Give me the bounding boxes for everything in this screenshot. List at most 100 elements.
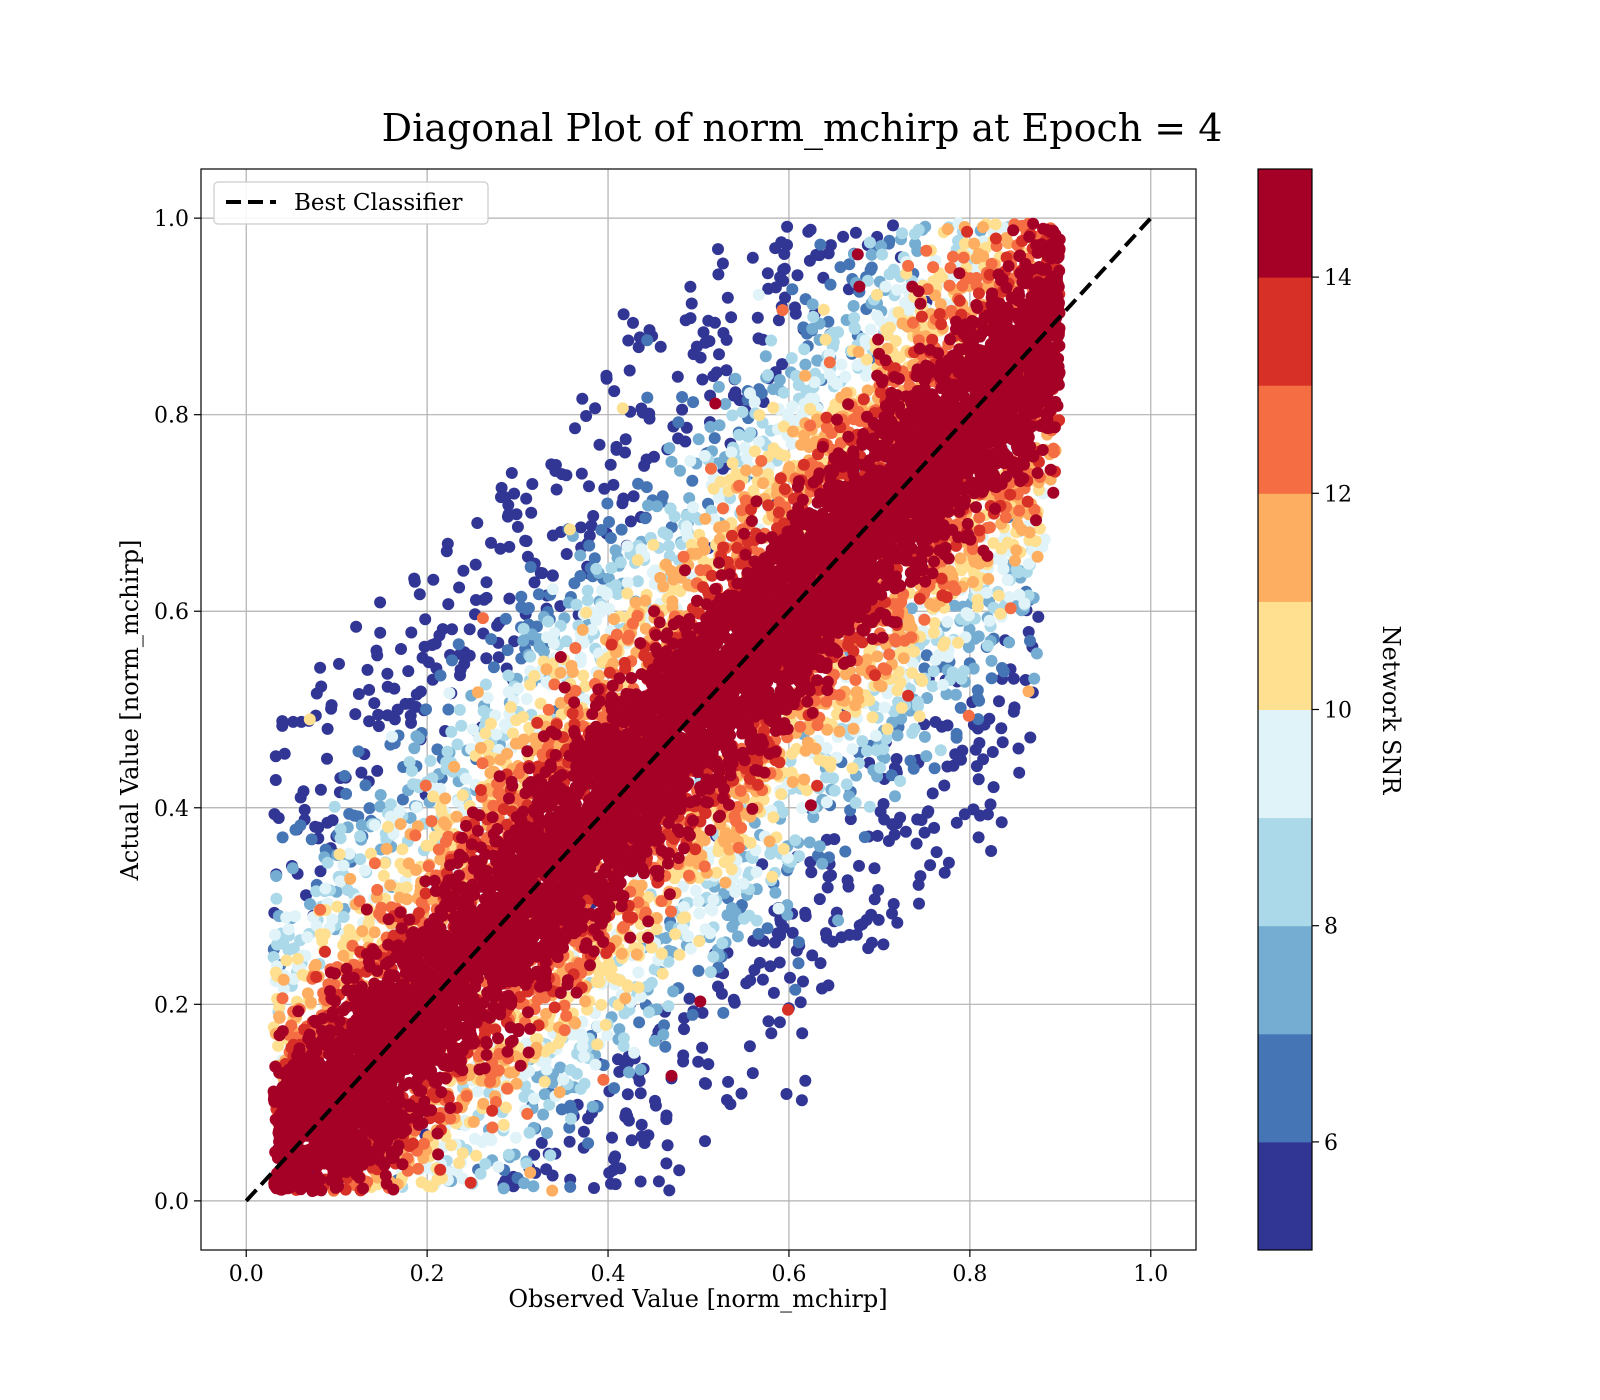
scatter-point	[381, 667, 394, 680]
scatter-point	[328, 800, 341, 813]
scatter-point	[375, 901, 388, 914]
scatter-point	[560, 1009, 573, 1022]
scatter-point	[930, 846, 943, 859]
scatter-point	[622, 334, 635, 347]
scatter-point	[415, 1176, 428, 1189]
scatter-point	[520, 1157, 533, 1170]
scatter-point	[1030, 647, 1043, 660]
scatter-point	[585, 519, 598, 532]
scatter-point	[972, 287, 985, 300]
scatter-point	[977, 753, 990, 766]
scatter-point	[733, 428, 745, 441]
scatter-point	[501, 1082, 514, 1095]
scatter-point	[996, 736, 1009, 749]
scatter-point	[868, 893, 881, 906]
scatter-point	[698, 449, 711, 462]
scatter-point	[273, 1011, 286, 1024]
scatter-point	[865, 248, 878, 261]
scatter-point	[538, 1088, 551, 1101]
scatter-point	[441, 537, 454, 550]
scatter-point	[557, 1073, 570, 1086]
scatter-point	[993, 695, 1005, 708]
scatter-point	[704, 420, 717, 433]
scatter-point	[334, 823, 347, 836]
scatter-point	[368, 857, 381, 870]
scatter-point	[579, 995, 592, 1008]
scatter-point	[546, 1184, 559, 1197]
scatter-point	[864, 323, 877, 336]
scatter-point	[886, 818, 899, 831]
scatter-point	[394, 818, 407, 830]
scatter-point	[769, 936, 781, 949]
scatter-point	[687, 348, 700, 361]
scatter-point	[607, 478, 620, 491]
scatter-point	[1013, 766, 1026, 779]
scatter-point	[755, 455, 768, 467]
scatter-point	[499, 612, 512, 625]
scatter-point	[707, 894, 720, 906]
scatter-point	[371, 649, 384, 662]
scatter-point	[797, 458, 810, 471]
scatter-point	[570, 1067, 583, 1080]
scatter-point	[631, 554, 644, 567]
scatter-point	[767, 811, 780, 824]
scatter-point	[412, 1162, 425, 1175]
scatter-point	[495, 491, 507, 504]
scatter-point	[601, 497, 614, 510]
scatter-point	[1024, 731, 1037, 744]
scatter-point	[950, 731, 963, 744]
scatter-point	[859, 334, 872, 347]
scatter-point	[813, 893, 826, 906]
scatter-point	[565, 659, 578, 672]
scatter-point	[833, 689, 846, 701]
scatter-point	[541, 1127, 553, 1139]
scatter-point	[849, 674, 862, 686]
scatter-point	[795, 1094, 808, 1107]
scatter-point	[717, 541, 730, 554]
scatter-point	[503, 540, 516, 553]
scatter-point	[524, 1166, 537, 1179]
scatter-point	[515, 590, 528, 603]
scatter-point	[856, 918, 869, 931]
scatter-point	[479, 727, 492, 740]
scatter-point	[278, 747, 291, 760]
scatter-point	[692, 433, 705, 446]
scatter-point	[463, 623, 476, 636]
scatter-point	[696, 1006, 709, 1019]
scatter-point	[440, 818, 452, 831]
scatter-point	[526, 478, 539, 490]
scatter-point	[786, 283, 799, 296]
scatter-point	[524, 650, 537, 663]
chart-title: Diagonal Plot of norm_mchirp at Epoch = …	[382, 106, 1223, 151]
scatter-point	[620, 1107, 633, 1120]
scatter-point	[948, 599, 961, 612]
scatter-point	[848, 311, 861, 324]
scatter-point	[410, 688, 423, 701]
scatter-point	[672, 416, 685, 429]
scatter-point	[287, 715, 300, 728]
scatter-point	[786, 776, 799, 788]
scatter-point	[634, 1175, 647, 1188]
scatter-point	[658, 1019, 670, 1032]
scatter-point	[806, 298, 819, 311]
scatter-point	[519, 534, 532, 547]
scatter-point	[359, 779, 372, 792]
scatter-point	[372, 708, 385, 721]
scatter-point	[851, 685, 864, 698]
scatter-point	[888, 633, 901, 645]
scatter-point	[479, 678, 492, 691]
scatter-point	[301, 931, 314, 944]
scatter-point	[632, 981, 645, 994]
scatter-point	[617, 308, 630, 321]
scatter-point	[538, 1075, 551, 1088]
scatter-point	[657, 526, 670, 539]
scatter-point	[638, 459, 651, 472]
scatter-point	[574, 570, 587, 582]
scatter-point	[671, 370, 684, 383]
scatter-point	[683, 869, 695, 882]
scatter-point	[915, 310, 928, 323]
scatter-point	[598, 482, 611, 495]
scatter-point	[402, 665, 415, 678]
scatter-point	[744, 974, 757, 987]
